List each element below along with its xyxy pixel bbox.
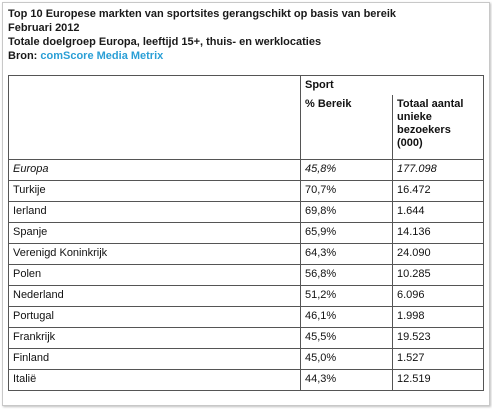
visitors-cell: 24.090 <box>391 243 485 265</box>
title-line-2: Februari 2012 <box>8 22 80 34</box>
market-cell: Frankrijk <box>8 327 301 349</box>
group-header-row: Sport <box>8 75 485 95</box>
market-cell: Ierland <box>8 201 301 223</box>
visitors-cell: 177.098 <box>391 159 485 181</box>
reach-cell: 70,7% <box>300 180 393 202</box>
column-header-row: % Bereik Totaal aantal unieke bezoekers … <box>8 95 485 160</box>
table-frame: Top 10 Europese markten van sportsites g… <box>2 2 490 406</box>
visitors-cell: 14.136 <box>391 222 485 244</box>
source-label: Bron: <box>8 50 41 62</box>
table-row: Portugal 46,1% 1.998 <box>8 306 485 328</box>
table-row: Verenigd Koninkrijk 64,3% 24.090 <box>8 243 485 265</box>
table-header: Top 10 Europese markten van sportsites g… <box>8 7 486 63</box>
visitors-cell: 19.523 <box>391 327 485 349</box>
reach-cell: 46,1% <box>300 306 393 328</box>
reach-cell: 65,9% <box>300 222 393 244</box>
visitors-cell: 1.527 <box>391 348 485 370</box>
market-cell: Portugal <box>8 306 301 328</box>
table-row: Turkije 70,7% 16.472 <box>8 180 485 202</box>
visitors-cell: 16.472 <box>391 180 485 202</box>
table-row: Ierland 69,8% 1.644 <box>8 201 485 223</box>
reach-cell: 64,3% <box>300 243 393 265</box>
visitors-column-header: Totaal aantal unieke bezoekers (000) <box>391 95 485 160</box>
market-cell: Nederland <box>8 285 301 307</box>
reach-cell: 51,2% <box>300 285 393 307</box>
visitors-cell: 10.285 <box>391 264 485 286</box>
table-row: Italië 44,3% 12.519 <box>8 369 485 391</box>
source-line: Bron: comScore Media Metrix <box>8 49 486 63</box>
table-row: Spanje 65,9% 14.136 <box>8 222 485 244</box>
blank-header-cell <box>8 75 301 95</box>
market-cell: Polen <box>8 264 301 286</box>
reach-column-header: % Bereik <box>300 95 393 160</box>
subtitle: Totale doelgroep Europa, leeftijd 15+, t… <box>8 36 322 48</box>
source-name: comScore Media Metrix <box>40 50 164 62</box>
blank-header-cell <box>8 95 301 160</box>
market-cell: Europa <box>8 159 301 181</box>
visitors-cell: 1.644 <box>391 201 485 223</box>
reach-cell: 45,0% <box>300 348 393 370</box>
market-cell: Spanje <box>8 222 301 244</box>
visitors-cell: 1.998 <box>391 306 485 328</box>
table-row: Finland 45,0% 1.527 <box>8 348 485 370</box>
table-row: Frankrijk 45,5% 19.523 <box>8 327 485 349</box>
table-row: Europa 45,8% 177.098 <box>8 159 485 181</box>
reach-cell: 45,8% <box>300 159 393 181</box>
market-cell: Finland <box>8 348 301 370</box>
visitors-cell: 12.519 <box>391 369 485 391</box>
reach-cell: 45,5% <box>300 327 393 349</box>
reach-cell: 69,8% <box>300 201 393 223</box>
table-row: Nederland 51,2% 6.096 <box>8 285 485 307</box>
table-row: Polen 56,8% 10.285 <box>8 264 485 286</box>
market-cell: Verenigd Koninkrijk <box>8 243 301 265</box>
visitors-cell: 6.096 <box>391 285 485 307</box>
reach-table: Sport % Bereik Totaal aantal unieke bezo… <box>8 75 485 391</box>
sport-group-header: Sport <box>299 75 485 95</box>
title-line-1: Top 10 Europese markten van sportsites g… <box>8 8 396 20</box>
reach-cell: 44,3% <box>300 369 393 391</box>
reach-cell: 56,8% <box>300 264 393 286</box>
market-cell: Turkije <box>8 180 301 202</box>
market-cell: Italië <box>8 369 301 391</box>
